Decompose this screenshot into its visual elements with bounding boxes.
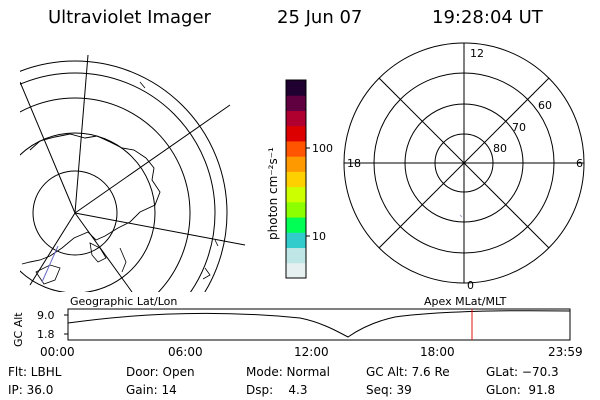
mlt-label-18: 18 [347, 157, 361, 170]
colorbar-segment [286, 80, 306, 96]
coastline [35, 264, 61, 285]
coastline [214, 239, 219, 247]
lat-circle [20, 60, 228, 292]
altitude-ylabel: GC Alt [12, 312, 25, 347]
colorbar-segment [286, 232, 306, 249]
info-ip: IP: 36.0 [8, 383, 54, 397]
time-label: 19:28:04 UT [432, 7, 543, 28]
coastline [21, 133, 161, 265]
mlat-label-80: 80 [493, 142, 507, 155]
info-glat: GLat: −70.3 [486, 365, 559, 379]
instrument-title: Ultraviolet Imager [48, 7, 211, 28]
x-tick-1200: 12:00 [294, 345, 329, 359]
info-dsp: Dsp: 4.3 [246, 383, 308, 397]
coastline [89, 242, 107, 263]
altitude-frame [67, 308, 571, 341]
mlat-label-60: 60 [538, 99, 552, 112]
colorbar-unit-label: photon cm⁻²s⁻¹ [266, 147, 280, 240]
mlat-mlt-polar-plot [343, 42, 585, 284]
info-gain: Gain: 14 [126, 383, 177, 397]
colorbar-tick-100: 100 [312, 142, 333, 155]
info-glon: GLon: 91.8 [486, 383, 556, 397]
apex-label: Apex MLat/MLT [424, 295, 507, 308]
colorbar-segment [286, 247, 306, 264]
info-gc-alt: GC Alt: 7.6 Re [366, 365, 450, 379]
colorbar-segment [286, 262, 306, 279]
lat-circle [20, 132, 156, 292]
meridian-line [20, 81, 76, 214]
colorbar-segment [286, 186, 306, 203]
mlat-label-70: 70 [512, 121, 526, 134]
x-tick-2359: 23:59 [548, 345, 583, 359]
x-tick-1800: 18:00 [420, 345, 455, 359]
geographic-map [20, 54, 246, 292]
colorbar-segment [286, 156, 306, 172]
meridian-line [74, 212, 133, 292]
lat-circle [32, 170, 118, 256]
colorbar-segment [286, 125, 306, 142]
colorbar [286, 80, 306, 279]
geographic-label: Geographic Lat/Lon [70, 295, 178, 308]
meridian-line [74, 54, 89, 214]
mlt-label-6: 6 [576, 157, 583, 170]
colorbar-segment [286, 217, 306, 233]
altitude-curve [67, 310, 571, 338]
info-seq: Seq: 39 [366, 383, 412, 397]
meridian-line [74, 212, 246, 246]
altitude-ytick-9: 9.0 [37, 309, 55, 322]
mlt-label-12: 12 [470, 47, 484, 60]
lat-circle [20, 97, 191, 292]
colorbar-segment [286, 110, 306, 127]
mlt-line-diag [378, 77, 550, 249]
coastline [119, 247, 127, 273]
meridian-line [29, 212, 76, 286]
coastline [202, 267, 211, 280]
x-tick-0000: 00:00 [40, 345, 75, 359]
terminator-line [41, 245, 59, 283]
lat-circle [20, 72, 216, 292]
coastline [139, 81, 146, 89]
x-tick-0600: 06:00 [168, 345, 203, 359]
info-filter: Flt: LBHL [8, 365, 62, 379]
altitude-plot [64, 308, 571, 341]
altitude-ytick-1: 1.8 [37, 328, 55, 341]
colorbar-tick-10: 10 [312, 230, 326, 243]
meridian-line [74, 104, 231, 214]
date-label: 25 Jun 07 [277, 7, 363, 28]
info-mode: Mode: Normal [246, 365, 330, 379]
info-door: Door: Open [126, 365, 195, 379]
colorbar-frame [285, 79, 307, 279]
colorbar-segment [286, 171, 306, 188]
colorbar-segment [286, 140, 306, 157]
colorbar-segment [286, 95, 306, 111]
colorbar-segment [286, 201, 306, 218]
mlt-label-0: 0 [467, 279, 474, 292]
